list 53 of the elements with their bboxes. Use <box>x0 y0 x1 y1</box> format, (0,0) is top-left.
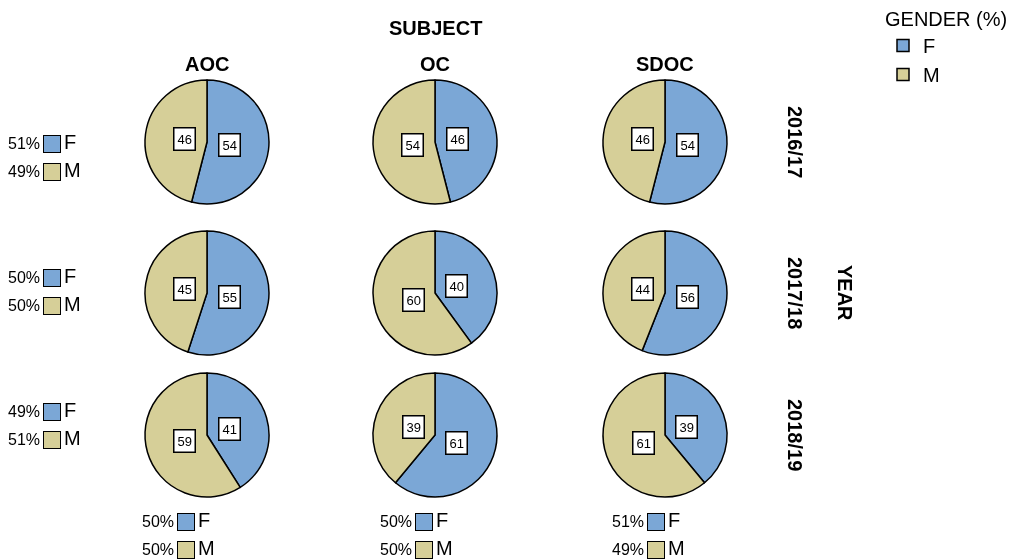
text: 51% <box>612 513 645 530</box>
text: 49% <box>8 163 41 180</box>
data-label: 54 <box>222 137 237 153</box>
text: 2016/17 <box>784 106 806 179</box>
legend-label: M <box>923 64 940 87</box>
category-label: F <box>64 265 77 287</box>
data-label: 46 <box>450 131 465 147</box>
data-label: 41 <box>222 421 237 437</box>
data-label: 60 <box>406 292 421 308</box>
category-label: F <box>198 509 211 531</box>
text: 49% <box>612 541 645 558</box>
category-label: M <box>64 159 81 181</box>
category-label: F <box>436 509 449 531</box>
data-label: 39 <box>679 419 694 435</box>
data-label: 56 <box>680 289 695 305</box>
data-label: 40 <box>449 278 464 294</box>
category-label: M <box>668 537 685 559</box>
text: 49% <box>8 403 41 420</box>
data-label: 44 <box>635 281 650 297</box>
category-label: F <box>64 399 77 421</box>
data-label: 46 <box>177 131 192 147</box>
chart-title: SDOC <box>636 53 694 75</box>
text: 50% <box>380 513 413 530</box>
category-label: M <box>198 537 215 559</box>
data-label: 54 <box>680 137 695 153</box>
legend-label: F <box>923 35 936 58</box>
data-label: 45 <box>177 281 192 297</box>
text: 50% <box>380 541 413 558</box>
data-label: 39 <box>406 419 421 435</box>
data-label: 59 <box>177 433 192 449</box>
text: YEAR <box>834 265 856 322</box>
data-label: 61 <box>636 435 651 451</box>
category-label: F <box>668 509 681 531</box>
text: SUBJECT <box>389 17 483 39</box>
category-label: M <box>436 537 453 559</box>
text: 50% <box>8 269 41 286</box>
category-label: F <box>64 131 77 153</box>
category-label: M <box>64 293 81 315</box>
text: 51% <box>8 135 41 152</box>
text: 50% <box>142 541 175 558</box>
data-label: 46 <box>635 131 650 147</box>
legend-title: GENDER (%) <box>885 8 1008 30</box>
category-label: M <box>64 427 81 449</box>
text: 50% <box>142 513 175 530</box>
data-label: 54 <box>405 137 420 153</box>
text: 2017/18 <box>784 257 806 330</box>
text: 2018/19 <box>784 399 806 472</box>
data-label: 55 <box>222 289 237 305</box>
text: 50% <box>8 297 41 314</box>
data-label: 61 <box>449 435 464 451</box>
text: AOC <box>185 53 230 75</box>
chart-title: OC <box>420 53 450 75</box>
text: 51% <box>8 431 41 448</box>
